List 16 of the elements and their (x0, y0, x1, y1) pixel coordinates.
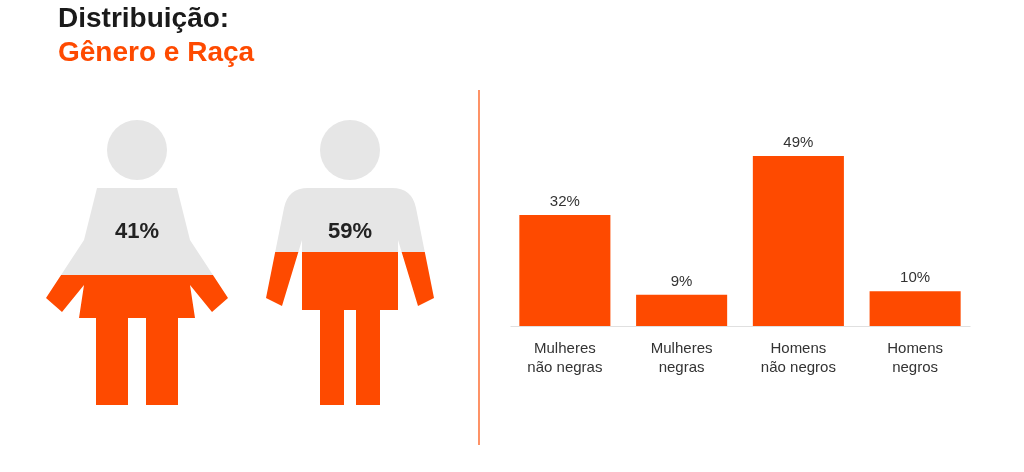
x-tick-label: Homens não negros (760, 338, 836, 375)
data-label: 49% (783, 133, 814, 150)
x-tick-label: Mulheres não negras (527, 338, 603, 375)
data-label: 32% (549, 191, 580, 209)
data-label: 10% (900, 268, 931, 286)
bar (752, 156, 844, 326)
bar (519, 214, 611, 326)
bar (636, 294, 728, 326)
text: Distribuição: (58, 2, 230, 34)
text: 59% (327, 218, 373, 243)
data-label: 9% (670, 271, 693, 289)
text: 41% (114, 218, 160, 243)
x-tick-label: Mulheres negras (650, 338, 713, 375)
bar (869, 291, 961, 326)
x-tick-label: Homens negros (887, 338, 944, 375)
text: Gênero e Raça (58, 36, 255, 68)
